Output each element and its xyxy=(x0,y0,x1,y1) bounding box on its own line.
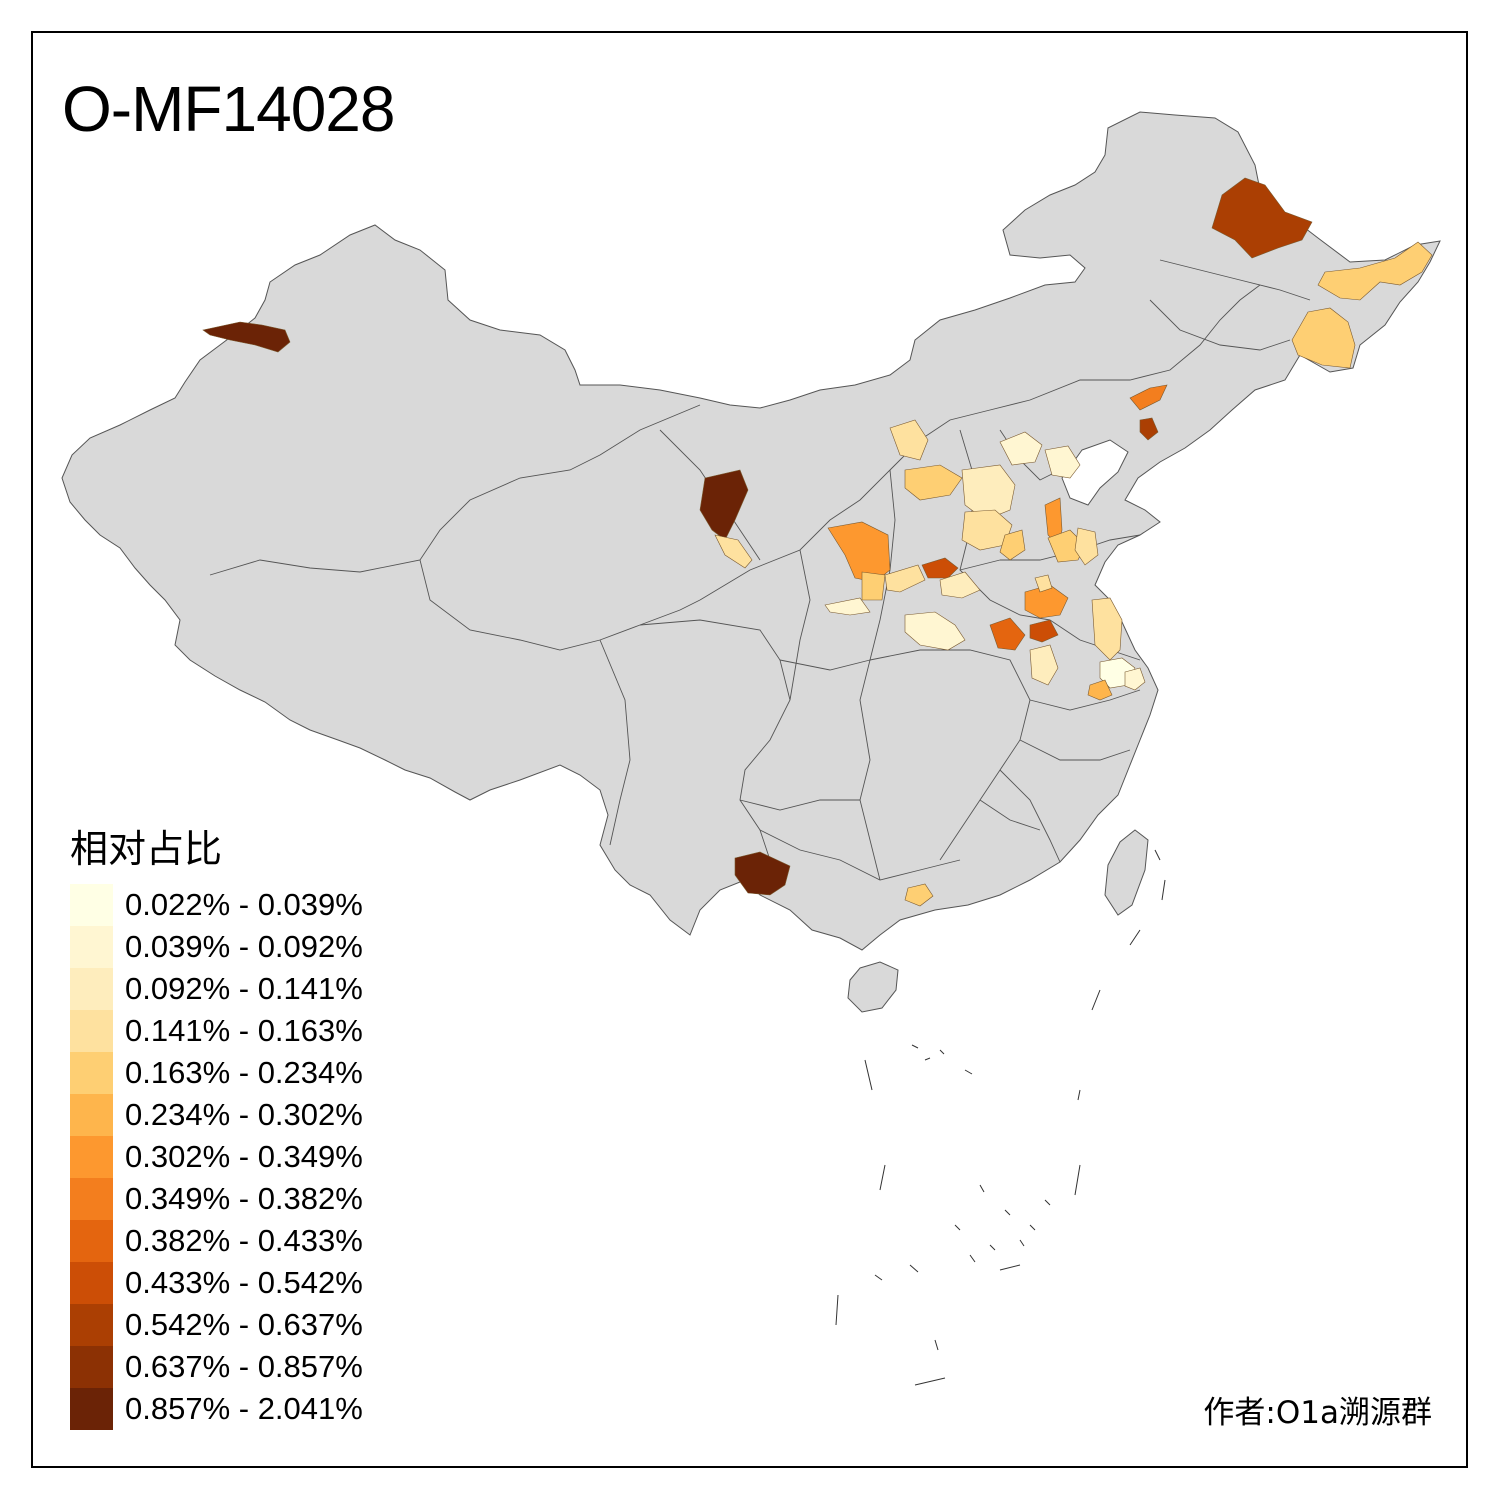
legend-label: 0.542% - 0.637% xyxy=(125,1307,363,1342)
region-liaoning-1 xyxy=(1129,384,1168,411)
legend-swatch xyxy=(70,1262,113,1304)
legend-row: 0.433% - 0.542% xyxy=(70,1262,363,1304)
region-shandong-3 xyxy=(1074,527,1099,566)
region-guangxi xyxy=(734,851,791,896)
region-anhui-3 xyxy=(1029,644,1059,686)
scs-islands xyxy=(835,849,1166,1386)
region-henan-2 xyxy=(904,611,966,651)
legend-swatch xyxy=(70,1052,113,1094)
region-xinjiang-ili xyxy=(202,321,291,353)
legend-row: 0.542% - 0.637% xyxy=(70,1304,363,1346)
region-heilongjiang-south xyxy=(1291,307,1356,369)
legend-row: 0.141% - 0.163% xyxy=(70,1010,363,1052)
region-jiangsu-1 xyxy=(1091,597,1123,661)
legend-label: 0.349% - 0.382% xyxy=(125,1181,363,1216)
legend: 相对占比 0.022% - 0.039% 0.039% - 0.092% 0.092… xyxy=(70,818,363,1430)
legend-label: 0.433% - 0.542% xyxy=(125,1265,363,1300)
legend-swatch xyxy=(70,1388,113,1430)
map-frame xyxy=(31,31,1468,1468)
region-anhui-2 xyxy=(1029,619,1059,643)
hainan-island xyxy=(847,961,899,1013)
author-credit: 作者:O1a溯源群 xyxy=(1203,1395,1432,1431)
legend-row: 0.234% - 0.302% xyxy=(70,1094,363,1136)
region-guangdong xyxy=(904,883,934,907)
legend-title: 相对占比 xyxy=(70,827,223,871)
legend-row: 0.302% - 0.349% xyxy=(70,1136,363,1178)
region-heilongjiang-east xyxy=(1317,241,1433,301)
region-jiangsu-3 xyxy=(1087,679,1113,701)
legend-swatch xyxy=(70,1094,113,1136)
legend-label: 0.857% - 2.041% xyxy=(125,1391,363,1426)
region-shaanxi-south xyxy=(824,597,871,616)
legend-swatch xyxy=(70,884,113,926)
region-innermongolia-1 xyxy=(889,419,929,461)
region-hebei-1 xyxy=(961,464,1016,521)
legend-swatch xyxy=(70,926,113,968)
region-innermongolia-2 xyxy=(904,464,963,501)
region-shanxi-mid xyxy=(884,564,926,593)
legend-row: 0.637% - 0.857% xyxy=(70,1346,363,1388)
legend-swatch xyxy=(70,1010,113,1052)
region-ningxia-south xyxy=(714,534,753,569)
legend-row: 0.022% - 0.039% xyxy=(70,884,363,926)
legend-row: 0.163% - 0.234% xyxy=(70,1052,363,1094)
region-shanghai xyxy=(1124,667,1146,691)
legend-label: 0.141% - 0.163% xyxy=(125,1013,363,1048)
region-anhui-1 xyxy=(989,617,1026,651)
mainland-land xyxy=(61,111,1441,951)
legend-label: 0.637% - 0.857% xyxy=(125,1349,363,1384)
legend-label: 0.022% - 0.039% xyxy=(125,887,363,922)
region-henan-1 xyxy=(939,571,981,599)
legend-label: 0.092% - 0.141% xyxy=(125,971,363,1006)
region-heilongjiang-north xyxy=(1211,177,1313,259)
legend-label: 0.039% - 0.092% xyxy=(125,929,363,964)
region-ningxia xyxy=(699,469,749,541)
region-shanxi-hot xyxy=(921,557,959,579)
legend-swatch xyxy=(70,968,113,1010)
legend-items: 0.022% - 0.039% 0.039% - 0.092% 0.092% - 0… xyxy=(70,884,363,1430)
legend-label: 0.163% - 0.234% xyxy=(125,1055,363,1090)
legend-row: 0.382% - 0.433% xyxy=(70,1220,363,1262)
region-hebei-3 xyxy=(999,529,1026,561)
legend-row: 0.039% - 0.092% xyxy=(70,926,363,968)
colored-regions xyxy=(202,177,1433,907)
taiwan-island xyxy=(1104,829,1149,916)
legend-row: 0.349% - 0.382% xyxy=(70,1178,363,1220)
legend-swatch xyxy=(70,1304,113,1346)
legend-label: 0.382% - 0.433% xyxy=(125,1223,363,1258)
map-title: O-MF14028 xyxy=(62,73,395,145)
province-borders xyxy=(209,259,1311,881)
legend-swatch xyxy=(70,1220,113,1262)
legend-label: 0.302% - 0.349% xyxy=(125,1139,363,1174)
legend-swatch xyxy=(70,1136,113,1178)
bohai-sea xyxy=(1061,439,1129,506)
region-shaanxi-mid xyxy=(861,571,886,601)
region-henan-3 xyxy=(1034,574,1053,593)
region-beijing xyxy=(999,431,1043,466)
legend-swatch xyxy=(70,1178,113,1220)
legend-row: 0.857% - 2.041% xyxy=(70,1388,363,1430)
region-tianjin xyxy=(1044,445,1081,479)
legend-swatch xyxy=(70,1346,113,1388)
region-liaoning-2 xyxy=(1139,417,1159,441)
legend-label: 0.234% - 0.302% xyxy=(125,1097,363,1132)
legend-row: 0.092% - 0.141% xyxy=(70,968,363,1010)
